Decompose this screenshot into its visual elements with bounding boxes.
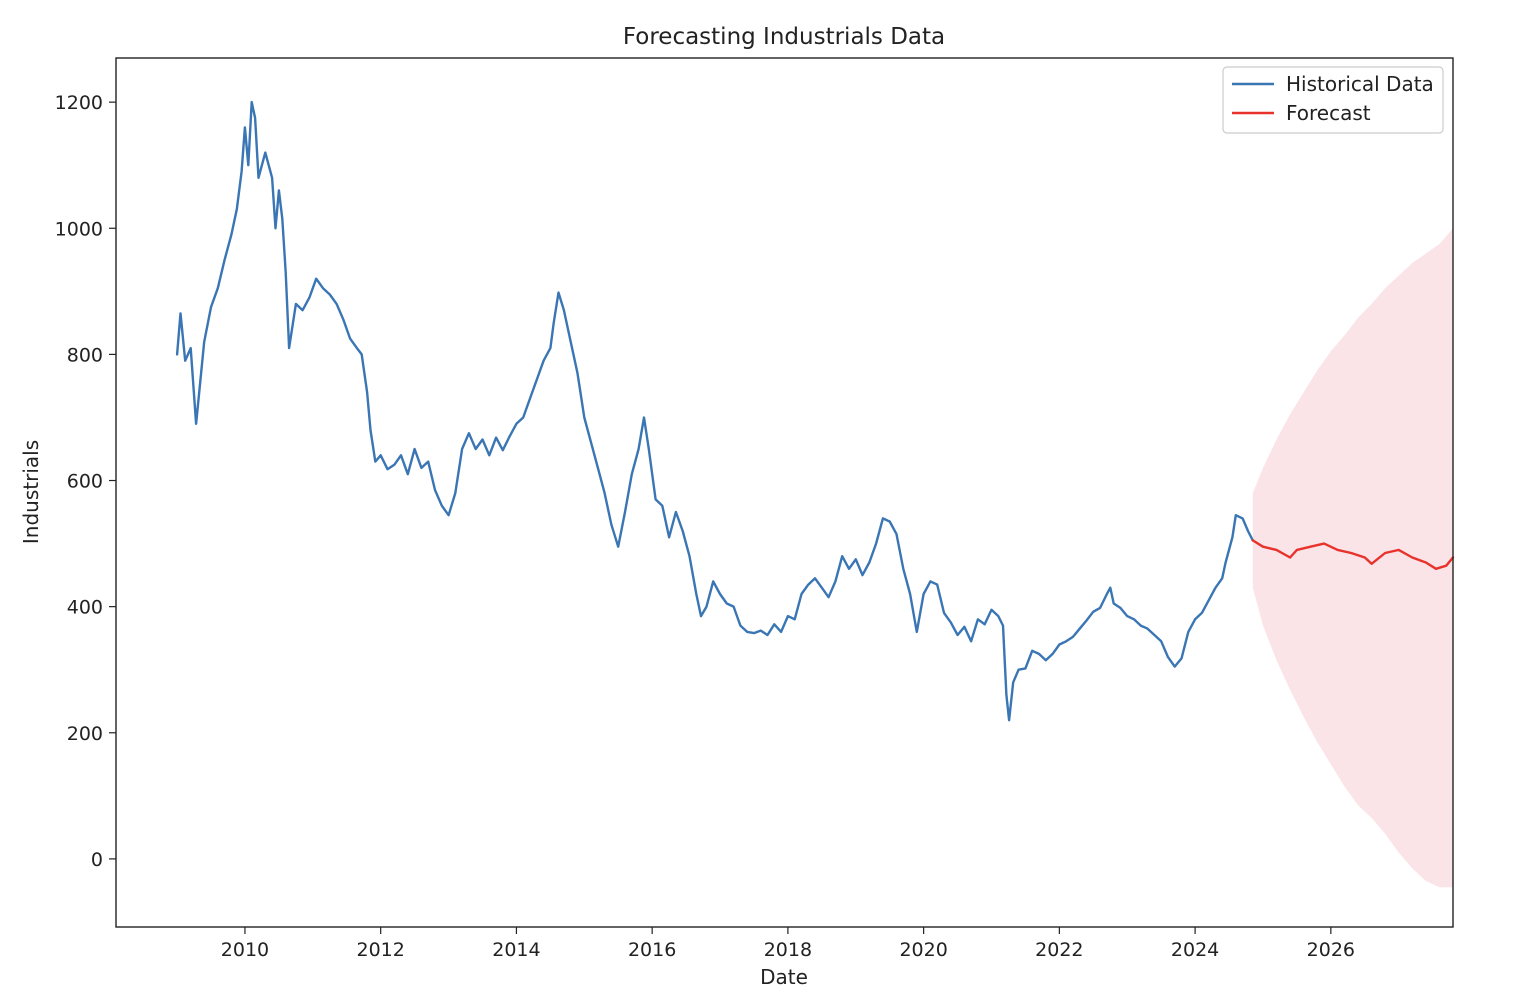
y-axis-label: Industrials — [19, 440, 43, 544]
legend-frame — [1222, 66, 1444, 134]
y-tick-label: 1200 — [55, 92, 103, 114]
legend-label-historical: Historical Data — [1286, 72, 1434, 96]
series-line-forecast — [1251, 539, 1455, 570]
x-tick-label: 2024 — [1171, 939, 1219, 961]
y-tick-label: 1000 — [55, 218, 103, 240]
confidence-band-layer — [1252, 228, 1453, 888]
plot-frame — [115, 57, 1454, 928]
series-layer — [175, 100, 1455, 722]
x-tick-label: 2018 — [764, 939, 812, 961]
series-line-historical — [175, 100, 1255, 722]
x-tick-label: 2012 — [357, 939, 405, 961]
x-axis-label: Date — [760, 965, 808, 989]
x-tick-label: 2010 — [221, 939, 269, 961]
y-tick-label: 400 — [67, 597, 103, 619]
legend: Historical Data Forecast — [1222, 66, 1444, 134]
y-tick-label: 0 — [91, 849, 103, 871]
y-tick-label: 200 — [67, 723, 103, 745]
chart-title: Forecasting Industrials Data — [623, 24, 945, 50]
forecast-confidence-band — [1252, 228, 1453, 888]
y-tick-label: 600 — [67, 471, 103, 493]
y-tick-label: 800 — [67, 344, 103, 366]
x-tick-label: 2026 — [1307, 939, 1355, 961]
y-axis: 0 200 400 600 800 1000 1200 — [55, 92, 116, 871]
x-tick-label: 2016 — [628, 939, 676, 961]
x-tick-label: 2014 — [492, 939, 540, 961]
x-tick-label: 2022 — [1035, 939, 1083, 961]
legend-label-forecast: Forecast — [1286, 101, 1371, 125]
x-tick-label: 2020 — [899, 939, 947, 961]
x-axis: 2010 2012 2014 2016 2018 2020 2022 2024 2026 — [221, 927, 1355, 961]
